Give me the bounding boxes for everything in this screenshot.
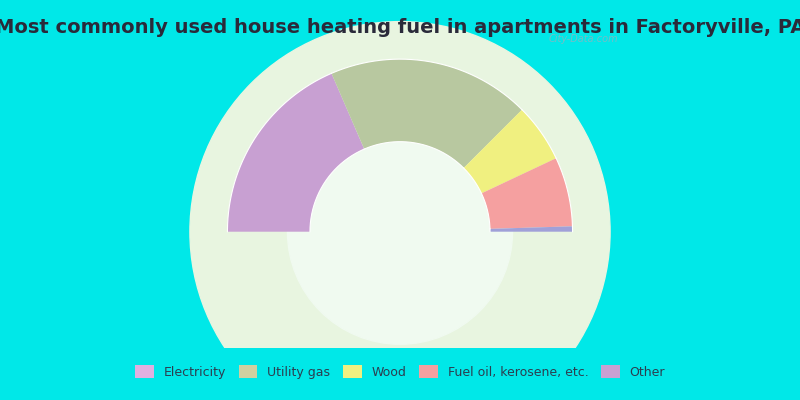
Polygon shape [227, 73, 364, 232]
Circle shape [287, 119, 513, 344]
Circle shape [190, 22, 610, 400]
Polygon shape [490, 226, 573, 232]
Text: Most commonly used house heating fuel in apartments in Factoryville, PA: Most commonly used house heating fuel in… [0, 18, 800, 37]
Polygon shape [331, 59, 522, 168]
Polygon shape [482, 158, 573, 229]
Text: City-Data.com: City-Data.com [549, 34, 618, 44]
Legend: Electricity, Utility gas, Wood, Fuel oil, kerosene, etc., Other: Electricity, Utility gas, Wood, Fuel oil… [130, 360, 670, 384]
Polygon shape [464, 110, 556, 193]
